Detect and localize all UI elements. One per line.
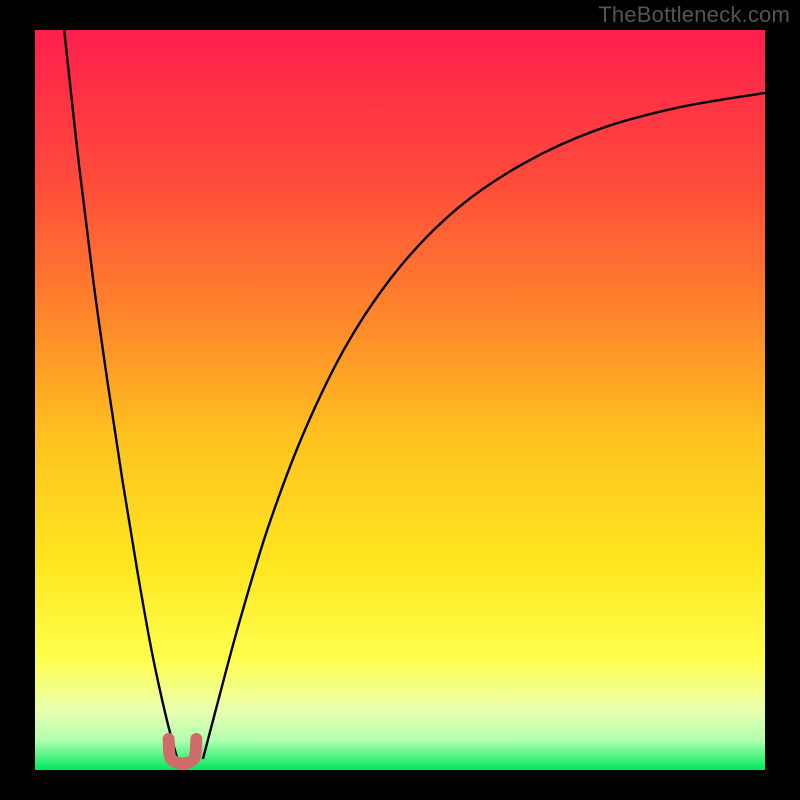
plot-background bbox=[35, 30, 765, 770]
chart-stage: TheBottleneck.com bbox=[0, 0, 800, 800]
bottleneck-chart bbox=[0, 0, 800, 800]
watermark-text: TheBottleneck.com bbox=[598, 2, 790, 28]
